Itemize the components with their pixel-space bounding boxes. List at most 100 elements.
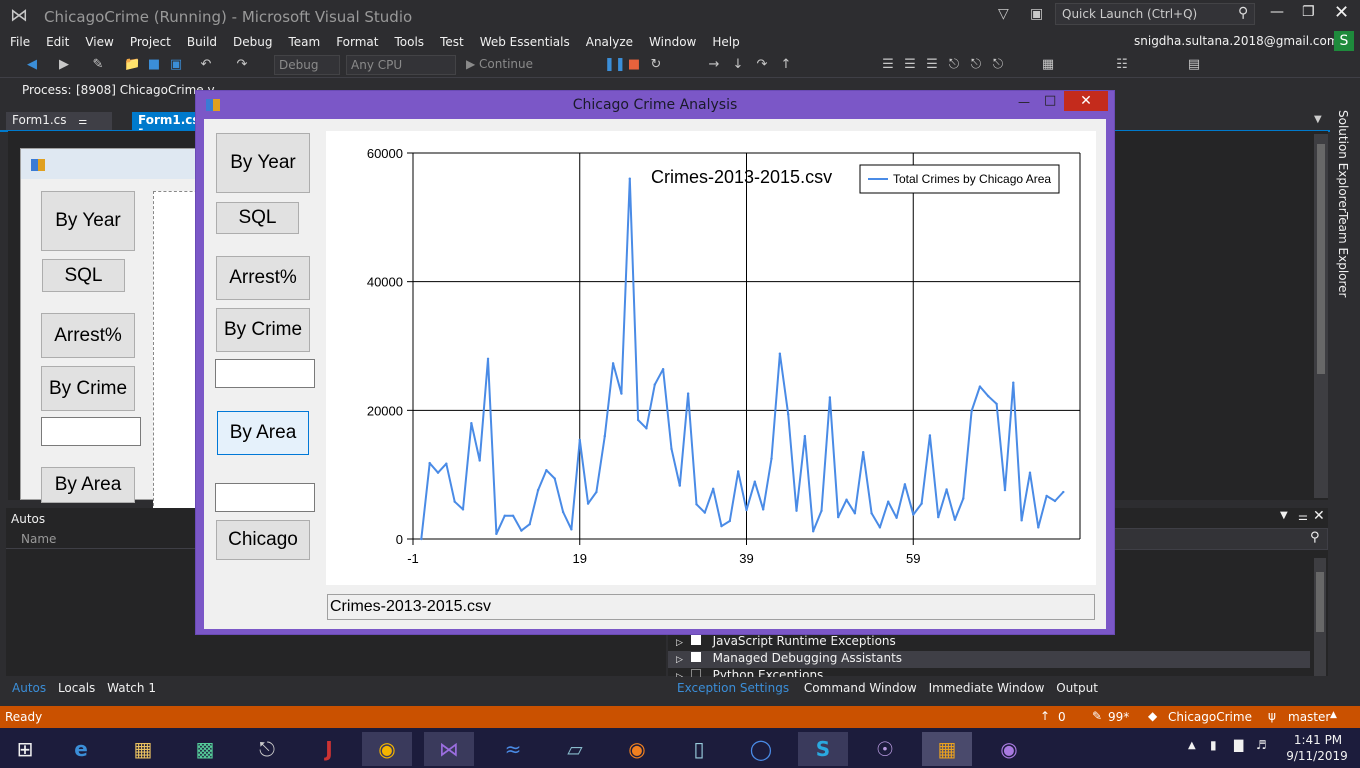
menu-build[interactable]: Build	[186, 35, 218, 49]
autos-name-col[interactable]: Name	[21, 532, 57, 546]
clock-date[interactable]: 9/11/2019	[1286, 749, 1348, 763]
stop-icon[interactable]: ■	[627, 57, 641, 72]
exception-close-icon[interactable]: ✕	[1313, 508, 1325, 524]
menu-tools[interactable]: Tools	[394, 35, 425, 49]
restore-icon[interactable]: ❐	[1302, 4, 1315, 20]
dialog-close-button[interactable]: ✕	[1064, 91, 1108, 111]
forward-icon[interactable]: ▶	[59, 57, 69, 72]
java-app-icon[interactable]: J	[325, 737, 333, 761]
checkbox-icon[interactable]	[690, 635, 701, 645]
close-icon[interactable]: ✕	[1334, 2, 1350, 23]
status-up-count[interactable]: 0	[1058, 710, 1066, 724]
designer-crime-textbox[interactable]	[41, 417, 141, 446]
designer-sql-button[interactable]: SQL	[42, 259, 125, 292]
exception-collapse-icon[interactable]: ▼	[1280, 510, 1288, 521]
menu-format[interactable]: Format	[336, 35, 379, 49]
by-crime-button[interactable]: By Crime	[216, 308, 310, 352]
save-icon[interactable]: ■	[147, 57, 161, 72]
menu-help[interactable]: Help	[712, 35, 740, 49]
file-name-box[interactable]: Crimes-2013-2015.csv	[327, 594, 1095, 620]
notes-app-icon[interactable]: ▯	[693, 737, 705, 761]
exception-item[interactable]: ▷ Python Exceptions	[668, 668, 1310, 677]
step-into-icon[interactable]: ↓	[732, 57, 744, 72]
order-icon[interactable]: ▤	[1187, 57, 1201, 72]
platform-dropdown[interactable]: Any CPU	[346, 55, 456, 75]
config-dropdown[interactable]: Debug	[274, 55, 340, 75]
align-bottom-icon[interactable]: ⎋	[992, 57, 1004, 72]
redo-icon[interactable]: ↷	[236, 57, 248, 72]
menu-debug[interactable]: Debug	[233, 35, 273, 49]
tray-power-icon[interactable]: ▮	[1210, 738, 1217, 752]
tab-form1-design[interactable]: Form1.cs [	[132, 112, 202, 141]
chicago-button[interactable]: Chicago	[216, 520, 310, 560]
exception-search-icon[interactable]: ⚲	[1310, 530, 1320, 545]
undo-icon[interactable]: ↶	[200, 57, 212, 72]
menu-test[interactable]: Test	[440, 35, 464, 49]
expand-icon[interactable]: ▷	[676, 638, 683, 648]
tab-watch1[interactable]: Watch 1	[107, 681, 156, 695]
save-all-icon[interactable]: ▣	[169, 57, 183, 72]
checkbox-icon[interactable]	[690, 669, 701, 677]
menu-file[interactable]: File	[10, 35, 31, 49]
menu-view[interactable]: View	[85, 35, 114, 49]
dialog-minimize-icon[interactable]: —	[1018, 95, 1030, 109]
windows-start-icon[interactable]: ⊞	[16, 737, 34, 761]
open-icon[interactable]: 📁	[124, 57, 141, 72]
tab-immediate-window[interactable]: Immediate Window	[928, 681, 1045, 695]
pause-icon[interactable]: ❚❚	[604, 57, 626, 72]
crime-textbox[interactable]	[215, 359, 315, 388]
designer-arrest-button[interactable]: Arrest%	[41, 313, 135, 358]
by-area-button[interactable]: By Area	[217, 411, 309, 455]
tab-overflow-icon[interactable]: ▼	[1314, 114, 1322, 125]
exception-search-input[interactable]	[1108, 528, 1328, 550]
status-project[interactable]: ChicagoCrime	[1168, 710, 1252, 724]
designer-by-area-button[interactable]: By Area	[41, 467, 135, 503]
exception-scrollbar[interactable]	[1314, 558, 1326, 676]
designer-by-year-button[interactable]: By Year	[41, 191, 135, 251]
tray-signal-icon[interactable]: ▇	[1234, 738, 1244, 752]
quick-launch-input[interactable]: Quick Launch (Ctrl+Q)	[1055, 3, 1255, 25]
designer-by-crime-button[interactable]: By Crime	[41, 366, 135, 411]
process-value[interactable]: [8908] ChicagoCrime.v	[76, 83, 215, 97]
virtualbox-icon[interactable]: ▱	[567, 737, 583, 761]
expand-icon[interactable]: ▷	[676, 672, 683, 677]
back-icon[interactable]: ◀	[27, 57, 37, 72]
ie-icon[interactable]: e	[74, 737, 88, 761]
designer-scroll-thumb[interactable]	[1317, 144, 1325, 374]
clock-time[interactable]: 1:41 PM	[1293, 733, 1343, 747]
new-project-icon[interactable]: ✎	[92, 57, 104, 72]
continue-button[interactable]: ▶ Continue	[466, 57, 534, 71]
exception-item[interactable]: ▷ Managed Debugging Assistants	[668, 651, 1310, 668]
security-app-icon[interactable]: ▩	[195, 737, 215, 761]
chrome-icon[interactable]: ◉	[362, 732, 412, 766]
recorder-icon[interactable]: ◉	[1000, 737, 1018, 761]
search-icon[interactable]: ⚲	[1238, 5, 1249, 21]
checkbox-icon[interactable]	[690, 652, 701, 662]
feedback-icon[interactable]: ▣	[1030, 6, 1044, 22]
tab-output[interactable]: Output	[1056, 681, 1098, 695]
step-out-icon[interactable]: ↑	[780, 57, 792, 72]
step-icon[interactable]: →	[708, 57, 720, 72]
step-over-icon[interactable]: ↷	[756, 57, 768, 72]
minimize-icon[interactable]: —	[1270, 4, 1284, 20]
tab-exception-settings[interactable]: Exception Settings	[674, 681, 793, 695]
status-branch[interactable]: master	[1288, 710, 1331, 724]
menu-edit[interactable]: Edit	[46, 35, 70, 49]
align-right-icon[interactable]: ☰	[926, 57, 938, 72]
eclipse-icon[interactable]: ◉	[628, 737, 646, 761]
network-app-icon[interactable]: ⎋	[259, 737, 275, 761]
exception-item[interactable]: ▷ JavaScript Runtime Exceptions	[668, 634, 1310, 651]
tab-autos[interactable]: Autos	[12, 681, 47, 695]
menu-analyze[interactable]: Analyze	[585, 35, 634, 49]
dialog-titlebar[interactable]: Chicago Crime Analysis — □ ✕	[196, 91, 1114, 119]
side-tab-solution-explorer[interactable]: Solution Explorer	[1336, 110, 1350, 213]
winforms-app-icon[interactable]: ▦	[922, 732, 972, 766]
tab-command-window[interactable]: Command Window	[803, 681, 917, 695]
menu-window[interactable]: Window	[649, 35, 697, 49]
side-tab-team-explorer[interactable]: Team Explorer	[1336, 212, 1350, 298]
sql-button[interactable]: SQL	[216, 202, 299, 234]
align-icon[interactable]: ☰	[882, 57, 894, 72]
file-explorer-icon[interactable]: ▦	[133, 737, 153, 761]
restart-icon[interactable]: ↻	[650, 57, 662, 72]
github-icon[interactable]: ☉	[876, 737, 894, 761]
